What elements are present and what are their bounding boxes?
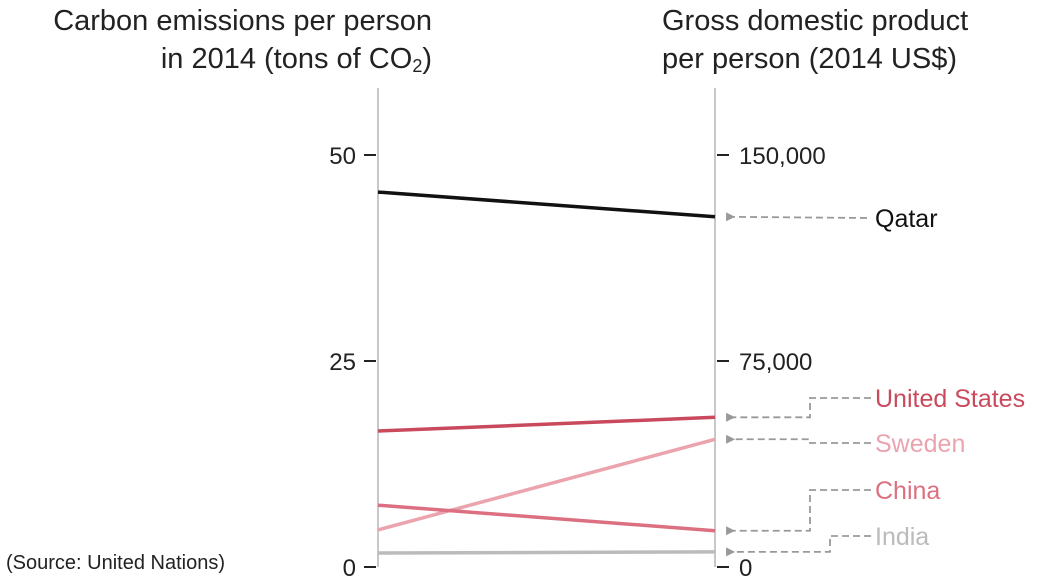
left-axis-title-line1: Carbon emissions per person: [53, 5, 432, 37]
series-line: [377, 503, 716, 533]
left-axis-title-line2-close: ): [422, 43, 432, 75]
annotation-arrow: [726, 397, 871, 422]
right-axis-title-line2: per person (2014 US$): [662, 43, 957, 75]
right-axis-title: Gross domestic product per person (2014 …: [662, 2, 968, 78]
series-line: [377, 550, 716, 555]
right-tick-label: 150,000: [739, 143, 826, 170]
annotation-arrow: [726, 434, 871, 444]
left-tick-label: 25: [329, 349, 356, 376]
co2-subscript: 2: [412, 56, 423, 76]
series-line: [377, 190, 716, 219]
axes-group: 0 25 50 0 75,000 150,000: [329, 88, 826, 582]
right-tick-label: 0: [739, 555, 752, 582]
right-tick-label: 75,000: [739, 349, 812, 376]
left-tick-label: 0: [343, 555, 356, 582]
annotation-arrow: [726, 535, 871, 557]
series-label: China: [875, 477, 940, 505]
left-tick-label: 50: [329, 143, 356, 170]
source-note: (Source: United Nations): [6, 552, 225, 574]
series-label: Sweden: [875, 430, 965, 458]
annotations-group: Qatar United States Sweden China India: [726, 205, 1025, 557]
series-line: [377, 437, 716, 532]
series-label: India: [875, 523, 929, 551]
series-lines-group: [377, 190, 716, 555]
left-axis-title-line2: in 2014 (tons of CO2): [8, 40, 432, 78]
left-axis-title-line2-text: in 2014 (tons of CO: [160, 43, 413, 75]
annotation-arrow: [726, 489, 871, 536]
left-axis-title: Carbon emissions per person in 2014 (ton…: [8, 2, 432, 78]
series-line: [377, 415, 716, 433]
series-label: United States: [875, 385, 1025, 413]
series-label: Qatar: [875, 205, 938, 233]
annotation-arrow: [726, 212, 868, 222]
right-axis-title-line1: Gross domestic product: [662, 5, 969, 37]
